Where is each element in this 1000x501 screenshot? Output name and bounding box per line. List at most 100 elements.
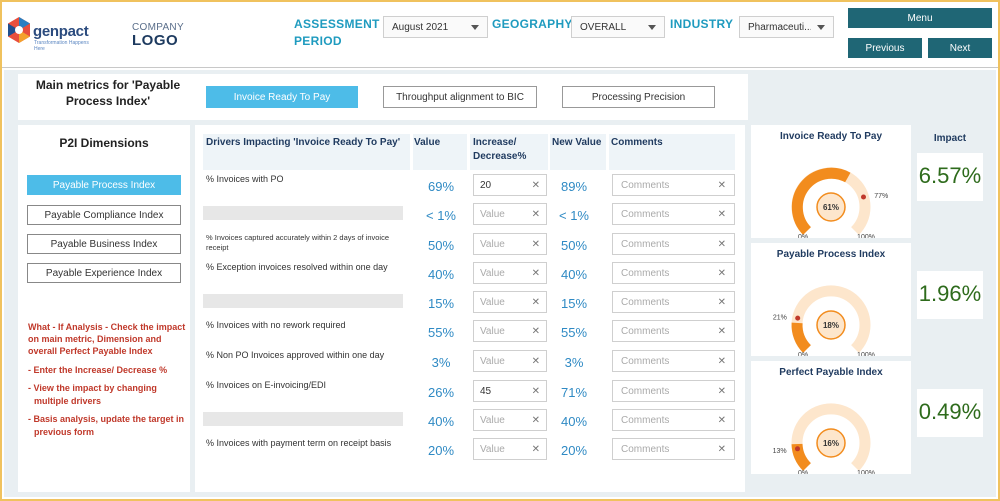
dimension-payable-compliance-index[interactable]: Payable Compliance Index (27, 205, 181, 225)
gauge-min-label: 0% (798, 470, 808, 474)
gauge-max-label: 100% (857, 470, 875, 474)
tab-invoice-ready-to-pay[interactable]: Invoice Ready To Pay (206, 86, 358, 108)
new-value: 15% (560, 296, 588, 311)
company-logo: LOGO (132, 32, 179, 49)
geography-select[interactable]: OVERALL (571, 16, 665, 38)
column-header-value (413, 134, 467, 170)
gauge-center (816, 428, 846, 458)
clear-icon[interactable]: ✕ (717, 208, 726, 220)
column-header-new-value (550, 134, 606, 170)
clear-icon[interactable]: ✕ (531, 325, 540, 337)
dimension-payable-business-index[interactable]: Payable Business Index (27, 234, 181, 254)
next-button[interactable]: Next (928, 38, 992, 58)
gauge-title: Invoice Ready To Pay (779, 131, 883, 142)
clear-icon[interactable]: ✕ (531, 414, 540, 426)
driver-header-text: Drivers Impacting 'Invoice Ready To Pay' (206, 137, 401, 148)
change-input[interactable]: Value ✕ (473, 291, 547, 313)
clear-icon[interactable]: ✕ (531, 296, 540, 308)
menu-button[interactable]: Menu (848, 8, 992, 28)
company-label: COMPANY (132, 22, 184, 33)
change-input[interactable]: Value ✕ (473, 262, 547, 284)
tab-throughput-alignment[interactable]: Throughput alignment to BIC (383, 86, 537, 108)
gauge-target-marker (795, 315, 801, 321)
gauge-chart: 16% 13% 0% 100% (773, 403, 875, 474)
new-value: 89% (560, 179, 588, 194)
gauge-center-label: 18% (823, 321, 839, 330)
clear-icon[interactable]: ✕ (717, 355, 726, 367)
comments-input[interactable]: Comments ✕ (612, 438, 735, 460)
period-select[interactable]: August 2021 (383, 16, 488, 38)
impact-title: Impact (933, 133, 967, 144)
clear-icon[interactable]: ✕ (717, 238, 726, 250)
clear-icon[interactable]: ✕ (717, 414, 726, 426)
driver-value: 50% (427, 238, 455, 253)
change-input[interactable]: 45 ✕ (473, 380, 547, 402)
clear-icon[interactable]: ✕ (531, 267, 540, 279)
comments-input[interactable]: Comments ✕ (612, 350, 735, 372)
comments-input[interactable]: Comments ✕ (612, 203, 735, 225)
chevron-down-icon (817, 24, 825, 30)
clear-icon[interactable]: ✕ (717, 325, 726, 337)
change-input[interactable]: 20 ✕ (473, 174, 547, 196)
comments-input[interactable]: Comments ✕ (612, 291, 735, 313)
change-input[interactable]: Value ✕ (473, 320, 547, 342)
value-header-text: Value (414, 137, 441, 148)
column-header-comments (609, 134, 735, 170)
new-value: < 1% (559, 208, 589, 223)
gauge-fill (791, 443, 812, 471)
comments-input[interactable]: Comments ✕ (612, 174, 735, 196)
dimension-payable-experience-index[interactable]: Payable Experience Index (27, 263, 181, 283)
clear-icon[interactable]: ✕ (717, 443, 726, 455)
whatif-bullet: - View the impact by changing multiple d… (28, 383, 157, 406)
driver-value: < 1% (426, 208, 456, 223)
driver-value: 40% (427, 267, 455, 282)
change-input[interactable]: Value ✕ (473, 438, 547, 460)
comments-input[interactable]: Comments ✕ (612, 380, 735, 402)
gauge-min-label: 0% (798, 234, 808, 238)
comments-input[interactable]: Comments ✕ (612, 262, 735, 284)
clear-icon[interactable]: ✕ (531, 443, 540, 455)
column-header-change (470, 134, 548, 170)
driver-value: 20% (427, 443, 455, 458)
driver-label: % Invoices with PO (206, 174, 284, 184)
gauge-max-label: 100% (857, 234, 875, 238)
new-value: 71% (560, 385, 588, 400)
change-input[interactable]: Value ✕ (473, 233, 547, 255)
change-input[interactable]: Value ✕ (473, 350, 547, 372)
clear-icon[interactable]: ✕ (531, 179, 540, 191)
driver-label: % Invoices with payment term on receipt … (206, 438, 392, 448)
clear-icon[interactable]: ✕ (531, 355, 540, 367)
header-divider (0, 67, 1000, 68)
impact-box (917, 153, 983, 201)
new-value: 50% (560, 238, 588, 253)
impact-value: 0.49% (918, 399, 982, 424)
gauge-fill (791, 167, 851, 235)
impact-value: 6.57% (918, 163, 982, 188)
clear-icon[interactable]: ✕ (531, 208, 540, 220)
brand-tagline: Transformation Happens Here (34, 40, 89, 52)
clear-icon[interactable]: ✕ (717, 267, 726, 279)
clear-icon[interactable]: ✕ (531, 238, 540, 250)
driver-value: 3% (431, 355, 451, 370)
metrics-title: Main metrics for 'Payable Process Index' (35, 78, 181, 108)
geography-label: GEOGRAPHY (492, 17, 573, 31)
comments-input[interactable]: Comments ✕ (612, 233, 735, 255)
comments-input[interactable]: Comments ✕ (612, 320, 735, 342)
new-value-header-text: New Value (552, 137, 602, 148)
comments-input[interactable]: Comments ✕ (612, 409, 735, 431)
gauge-max-label: 100% (857, 352, 875, 356)
clear-icon[interactable]: ✕ (717, 385, 726, 397)
driver-value: 26% (427, 385, 455, 400)
clear-icon[interactable]: ✕ (717, 296, 726, 308)
clear-icon[interactable]: ✕ (531, 385, 540, 397)
industry-select[interactable]: Pharmaceuti... (739, 16, 834, 38)
dimensions-title: P2I Dimensions (59, 136, 149, 150)
clear-icon[interactable]: ✕ (717, 179, 726, 191)
tab-processing-precision[interactable]: Processing Precision (562, 86, 715, 108)
previous-button[interactable]: Previous (848, 38, 922, 58)
whatif-bullet: - Basis analysis, update the target in p… (28, 414, 185, 437)
dimension-payable-process-index[interactable]: Payable Process Index (27, 175, 181, 195)
change-input[interactable]: Value ✕ (473, 409, 547, 431)
change-input[interactable]: Value ✕ (473, 203, 547, 225)
driver-value: 40% (427, 414, 455, 429)
